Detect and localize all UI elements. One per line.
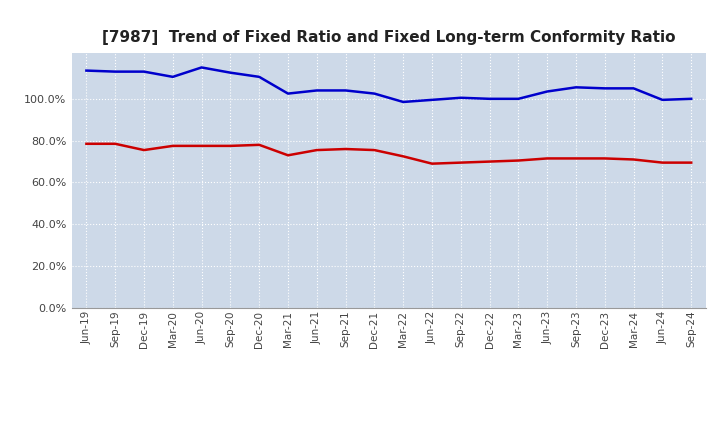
Fixed Long-term Conformity Ratio: [658, 160, 667, 165]
Fixed Ratio: [284, 91, 292, 96]
Fixed Long-term Conformity Ratio: [370, 147, 379, 153]
Fixed Long-term Conformity Ratio: [600, 156, 609, 161]
Fixed Long-term Conformity Ratio: [197, 143, 206, 149]
Fixed Long-term Conformity Ratio: [399, 154, 408, 159]
Fixed Ratio: [485, 96, 494, 102]
Fixed Ratio: [82, 68, 91, 73]
Fixed Ratio: [687, 96, 696, 102]
Fixed Long-term Conformity Ratio: [140, 147, 148, 153]
Fixed Ratio: [543, 89, 552, 94]
Fixed Ratio: [111, 69, 120, 74]
Title: [7987]  Trend of Fixed Ratio and Fixed Long-term Conformity Ratio: [7987] Trend of Fixed Ratio and Fixed Lo…: [102, 29, 675, 45]
Fixed Ratio: [168, 74, 177, 80]
Fixed Ratio: [658, 97, 667, 103]
Fixed Ratio: [456, 95, 465, 100]
Fixed Ratio: [226, 70, 235, 75]
Line: Fixed Ratio: Fixed Ratio: [86, 67, 691, 102]
Fixed Ratio: [629, 86, 638, 91]
Fixed Ratio: [312, 88, 321, 93]
Fixed Ratio: [428, 97, 436, 103]
Fixed Long-term Conformity Ratio: [456, 160, 465, 165]
Fixed Long-term Conformity Ratio: [341, 147, 350, 152]
Fixed Long-term Conformity Ratio: [428, 161, 436, 166]
Line: Fixed Long-term Conformity Ratio: Fixed Long-term Conformity Ratio: [86, 144, 691, 164]
Fixed Long-term Conformity Ratio: [572, 156, 580, 161]
Fixed Ratio: [600, 86, 609, 91]
Fixed Ratio: [370, 91, 379, 96]
Fixed Long-term Conformity Ratio: [111, 141, 120, 147]
Fixed Long-term Conformity Ratio: [629, 157, 638, 162]
Fixed Long-term Conformity Ratio: [687, 160, 696, 165]
Fixed Ratio: [572, 84, 580, 90]
Fixed Ratio: [514, 96, 523, 102]
Fixed Ratio: [399, 99, 408, 105]
Fixed Ratio: [255, 74, 264, 80]
Fixed Long-term Conformity Ratio: [312, 147, 321, 153]
Fixed Long-term Conformity Ratio: [284, 153, 292, 158]
Fixed Ratio: [341, 88, 350, 93]
Fixed Long-term Conformity Ratio: [514, 158, 523, 163]
Fixed Ratio: [197, 65, 206, 70]
Fixed Long-term Conformity Ratio: [543, 156, 552, 161]
Fixed Long-term Conformity Ratio: [82, 141, 91, 147]
Fixed Long-term Conformity Ratio: [226, 143, 235, 149]
Fixed Long-term Conformity Ratio: [255, 142, 264, 147]
Fixed Long-term Conformity Ratio: [485, 159, 494, 164]
Fixed Ratio: [140, 69, 148, 74]
Fixed Long-term Conformity Ratio: [168, 143, 177, 149]
Legend: Fixed Ratio, Fixed Long-term Conformity Ratio: Fixed Ratio, Fixed Long-term Conformity …: [194, 437, 584, 440]
